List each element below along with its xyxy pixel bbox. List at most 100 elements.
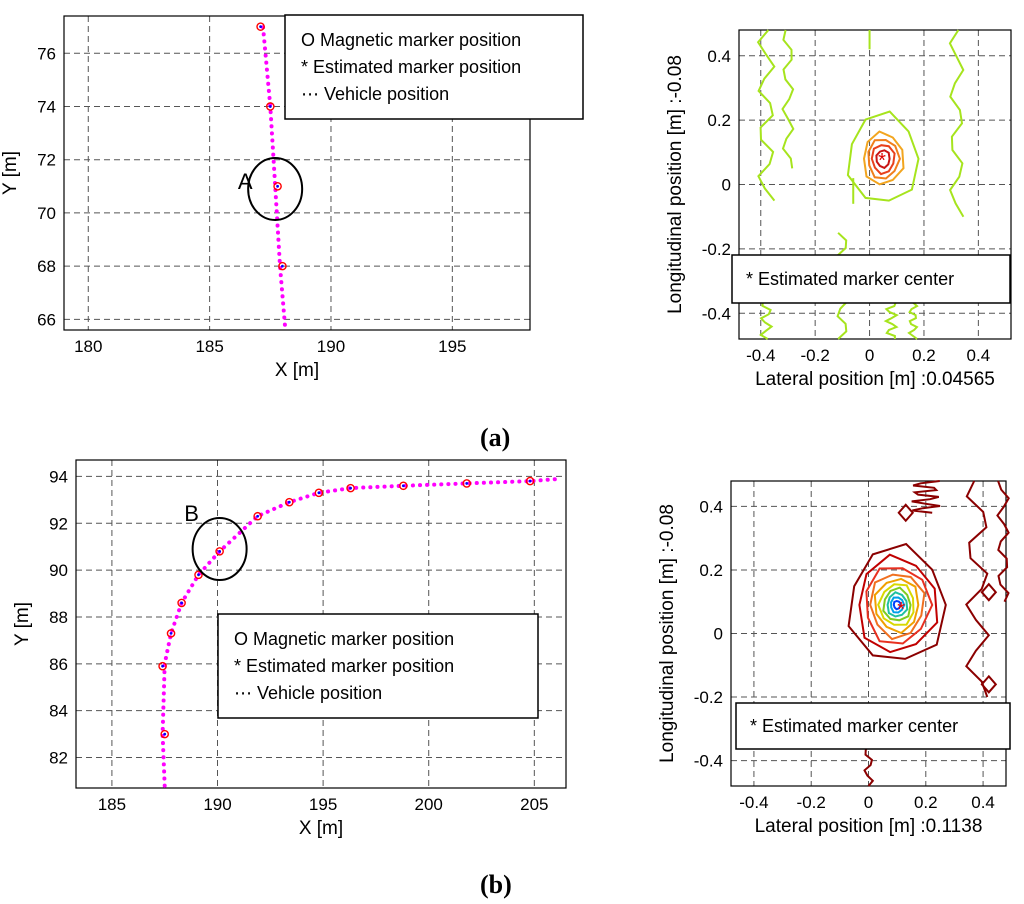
plot-frame xyxy=(75,459,567,789)
estimated-marker-point xyxy=(180,601,184,605)
magnetic-marker-point xyxy=(314,488,324,498)
magnetic-marker-point xyxy=(158,661,167,671)
contour-level xyxy=(877,583,915,626)
x-tick-label: 190 xyxy=(203,795,231,814)
x-tick-label: -0.2 xyxy=(801,346,830,365)
y-tick-label: 0.4 xyxy=(707,47,731,66)
estimated-marker-point xyxy=(268,105,272,108)
vehicle-path xyxy=(261,24,287,327)
y-tick-label: 86 xyxy=(49,655,68,674)
estimated-marker-point xyxy=(317,491,321,495)
magnetic-marker-point xyxy=(346,483,355,493)
magnetic-marker-point xyxy=(256,22,265,31)
legend-entry-center: * Estimated marker center xyxy=(750,716,958,736)
y-tick-label: 68 xyxy=(37,257,56,276)
y-axis-label: Longitudinal position [m] :-0.08 xyxy=(657,504,678,763)
magnetic-marker-point xyxy=(278,261,287,271)
y-tick-label: 0.4 xyxy=(699,497,723,516)
estimated-marker-point xyxy=(281,264,284,268)
legend-box xyxy=(217,613,539,719)
estimated-marker-point xyxy=(197,573,200,577)
contour-level xyxy=(867,138,901,180)
contour-noise xyxy=(756,29,776,202)
y-tick-label: -0.4 xyxy=(702,304,731,323)
x-tick-label: 0 xyxy=(865,346,874,365)
x-axis-label: Lateral position [m] :0.04565 xyxy=(755,369,995,390)
magnetic-marker-point xyxy=(166,629,176,638)
y-tick-label: 84 xyxy=(49,702,68,721)
y-tick-label: -0.4 xyxy=(694,752,723,771)
estimated-marker-point xyxy=(259,25,262,29)
contour-island xyxy=(980,582,998,602)
magnetic-marker-point xyxy=(266,102,275,111)
contour-level xyxy=(858,553,939,654)
x-tick-label: -0.2 xyxy=(797,793,826,812)
y-tick-label: 66 xyxy=(37,310,56,329)
x-tick-label: 0.2 xyxy=(912,346,936,365)
x-tick-label: 195 xyxy=(438,337,466,356)
contour-level xyxy=(892,599,902,611)
magnetic-marker-point xyxy=(253,511,262,521)
y-tick-label: 82 xyxy=(49,749,68,768)
legend-entry-estimated: * Estimated marker position xyxy=(234,656,454,676)
magnetic-marker-point xyxy=(399,481,408,491)
y-tick-label: 94 xyxy=(49,467,68,486)
contour-level xyxy=(873,577,920,635)
contour-level xyxy=(865,567,934,645)
contour-chart-b: -0.4 -0.2 0 0.2 0.4 -0.4 -0.2 0 0.2 0.4 Lateral po… xyxy=(657,480,1011,837)
x-tick-label: 0 xyxy=(864,793,873,812)
legend-entry-estimated: * Estimated marker position xyxy=(301,57,521,77)
y-tick-label: 70 xyxy=(37,204,56,223)
y-tick-label: 72 xyxy=(37,151,56,170)
caption-b: (b) xyxy=(480,870,512,899)
estimated-marker-point xyxy=(287,500,291,504)
x-axis-label: X [m] xyxy=(299,818,343,839)
contour-noise xyxy=(883,296,899,339)
legend-entry-vehicle: ⋯ Vehicle position xyxy=(234,683,382,703)
y-tick-label: 0.2 xyxy=(699,561,723,580)
estimated-marker-point xyxy=(401,484,405,488)
estimated-marker-point xyxy=(161,664,164,668)
x-tick-label: 0.4 xyxy=(967,346,991,365)
x-tick-label: 180 xyxy=(74,337,102,356)
magnetic-marker-point xyxy=(462,479,472,488)
x-axis-label: Lateral position [m] :0.1138 xyxy=(755,816,983,837)
contour-island xyxy=(980,674,998,694)
legend-box xyxy=(735,702,1011,750)
y-tick-label: 76 xyxy=(37,44,56,63)
y-tick-label: 88 xyxy=(49,608,68,627)
x-tick-label: -0.4 xyxy=(746,346,775,365)
trajectory-chart-b: 185 190 195 200 205 82 84 86 88 90 92 94 X [m] Y [m] B… xyxy=(12,459,567,839)
y-axis-label: Y [m] xyxy=(0,151,21,195)
contour-level xyxy=(882,586,912,622)
x-tick-label: 205 xyxy=(520,795,548,814)
x-tick-label: 195 xyxy=(309,795,337,814)
contour-level xyxy=(869,573,926,641)
y-tick-label: -0.2 xyxy=(702,240,731,259)
contour-level xyxy=(890,596,906,614)
magnetic-marker-point xyxy=(215,547,224,556)
estimated-marker-point xyxy=(465,482,469,485)
estimated-marker-point xyxy=(218,549,222,553)
magnetic-marker-point xyxy=(160,729,170,739)
x-tick-label: 200 xyxy=(415,795,443,814)
contour-noise xyxy=(907,296,919,340)
y-axis-label: Longitudinal position [m] :-0.08 xyxy=(665,55,686,314)
legend-entry-magnetic: O Magnetic marker position xyxy=(234,629,454,649)
legend-box xyxy=(731,254,1011,304)
legend-entry-vehicle: ⋯ Vehicle position xyxy=(301,84,449,104)
caption-a: (a) xyxy=(480,423,510,452)
contour-noise xyxy=(996,480,1010,603)
x-tick-label: 185 xyxy=(98,795,126,814)
contour-level xyxy=(846,110,920,202)
y-tick-label: 0.2 xyxy=(707,111,731,130)
magnetic-marker-point xyxy=(273,182,282,191)
estimated-marker-point xyxy=(163,732,167,736)
estimated-center-marker: * xyxy=(897,599,905,621)
estimated-marker-point xyxy=(169,631,173,635)
y-tick-label: 0 xyxy=(722,176,731,195)
plot-frame xyxy=(738,29,1012,340)
x-tick-label: -0.4 xyxy=(739,793,768,812)
contour-level xyxy=(847,542,947,660)
